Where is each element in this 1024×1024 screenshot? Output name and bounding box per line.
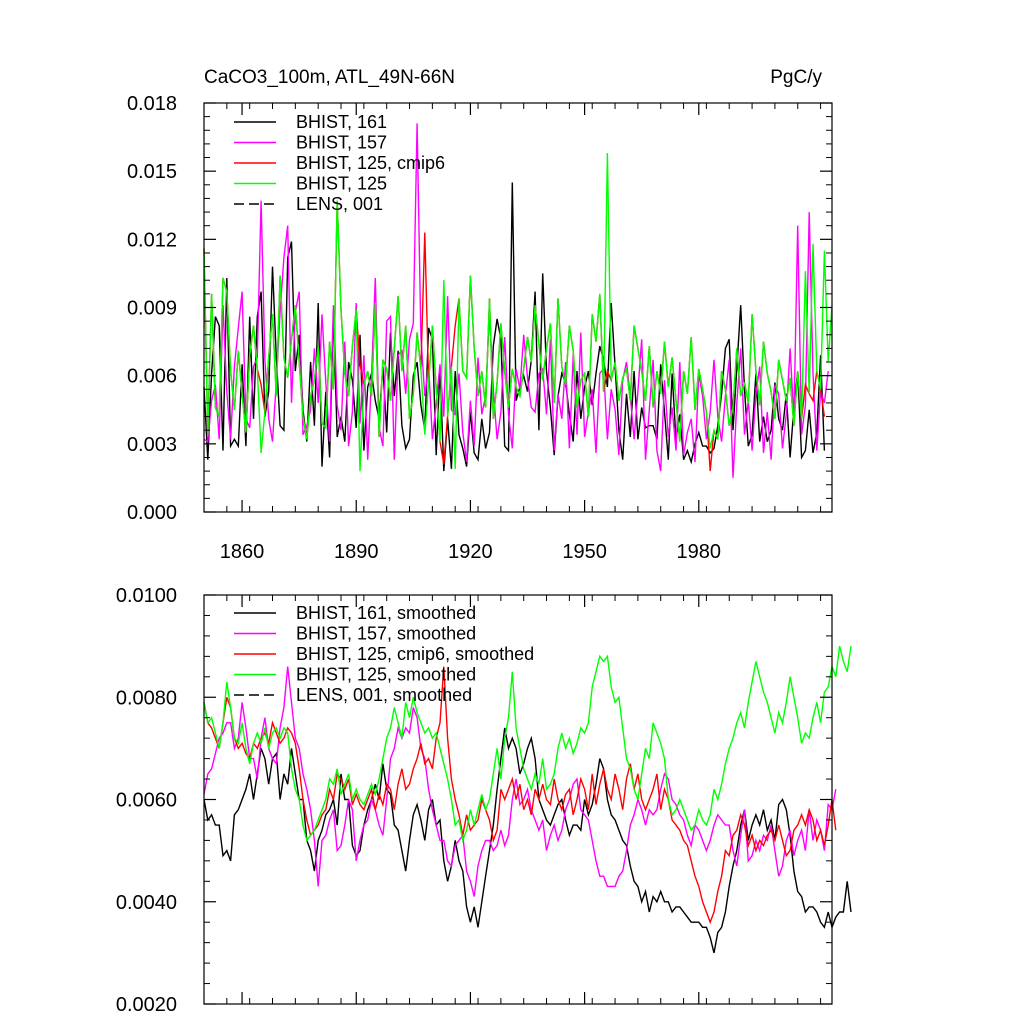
top-ytick-label-5: 0.015 bbox=[127, 161, 177, 183]
top-ytick-label-6: 0.018 bbox=[127, 93, 177, 115]
bottom-series-1 bbox=[203, 666, 837, 897]
top-ytick-label-4: 0.012 bbox=[127, 229, 177, 251]
top-ytick-label-1: 0.003 bbox=[127, 434, 177, 456]
bottom-ytick-label-3: 0.0080 bbox=[116, 687, 177, 709]
bottom-series-3 bbox=[203, 645, 852, 844]
top-legend-label-4: LENS, 001 bbox=[296, 194, 383, 214]
bottom-legend-label-0: BHIST, 161, smoothed bbox=[296, 603, 476, 623]
bottom-ytick-label-1: 0.0040 bbox=[116, 892, 177, 914]
top-xtick-label-2: 1920 bbox=[448, 541, 493, 563]
bottom-ytick-label-0: 0.0020 bbox=[116, 994, 177, 1016]
top-xtick-label-1: 1890 bbox=[334, 541, 379, 563]
top-ytick-label-0: 0.000 bbox=[127, 502, 177, 524]
top-panel: CaCO3_100m, ATL_49N-66N PgC/y 0.000 0.003… bbox=[127, 67, 833, 563]
bottom-legend-label-4: LENS, 001, smoothed bbox=[296, 685, 472, 705]
top-legend-label-3: BHIST, 125 bbox=[296, 174, 387, 194]
top-legend-label-1: BHIST, 157 bbox=[296, 133, 387, 153]
bottom-ytick-label-2: 0.0060 bbox=[116, 790, 177, 812]
top-title-right: PgC/y bbox=[770, 67, 822, 88]
top-xtick-label-4: 1980 bbox=[677, 541, 722, 563]
top-legend-label-2: BHIST, 125, cmip6 bbox=[296, 153, 445, 173]
top-xtick-label-3: 1950 bbox=[562, 541, 607, 563]
top-ytick-label-2: 0.006 bbox=[127, 366, 177, 388]
bottom-ytick-label-4: 0.0100 bbox=[116, 585, 177, 607]
bottom-panel: 0.0020 0.0040 0.0060 0.0080 0.0100 BHIST, 161… bbox=[116, 585, 852, 1016]
top-legend-label-0: BHIST, 161 bbox=[296, 112, 387, 132]
top-ytick-label-3: 0.009 bbox=[127, 298, 177, 320]
bottom-legend-label-2: BHIST, 125, cmip6, smoothed bbox=[296, 644, 534, 664]
top-series-3 bbox=[203, 152, 833, 472]
top-xtick-label-0: 1860 bbox=[220, 541, 265, 563]
bottom-series-2 bbox=[203, 666, 837, 925]
top-title-left: CaCO3_100m, ATL_49N-66N bbox=[204, 67, 455, 88]
bottom-legend-label-1: BHIST, 157, smoothed bbox=[296, 624, 476, 644]
bottom-legend-label-3: BHIST, 125, smoothed bbox=[296, 665, 476, 685]
